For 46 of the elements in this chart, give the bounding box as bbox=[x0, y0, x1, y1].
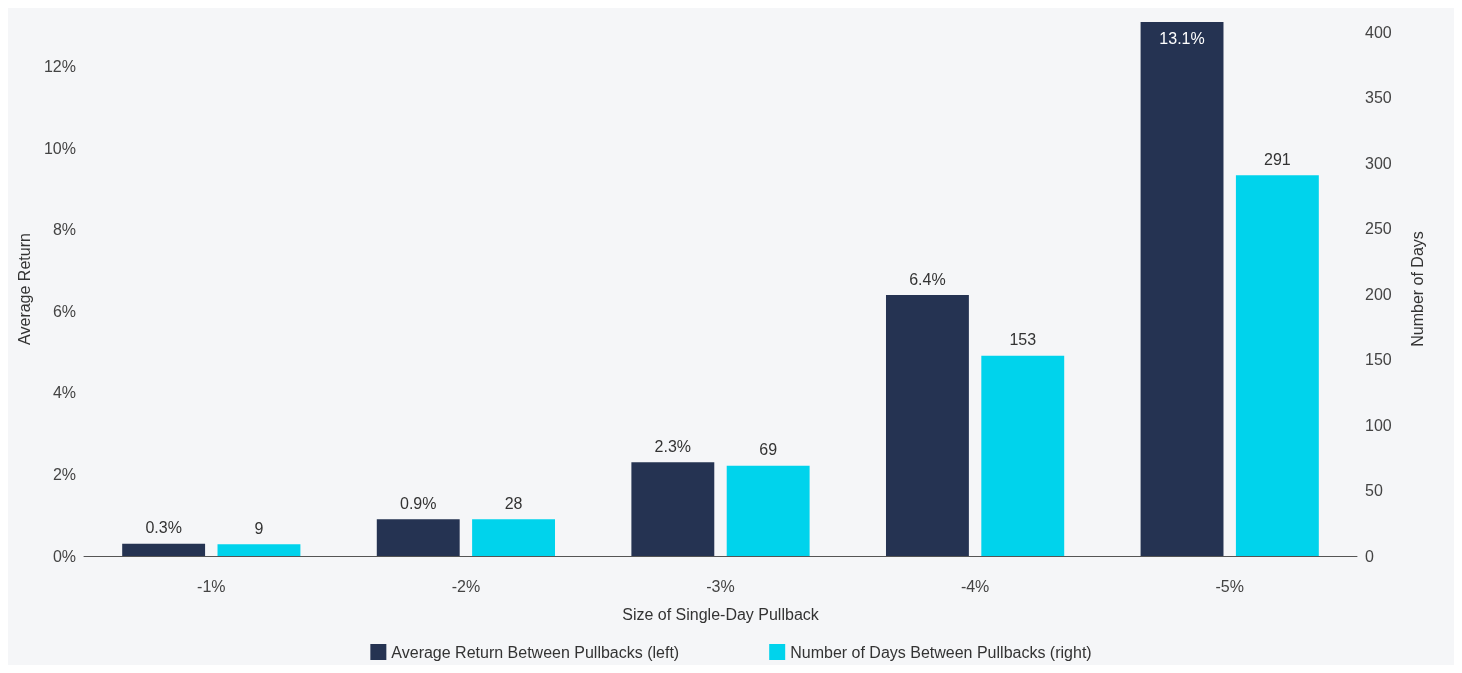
bar bbox=[376, 519, 460, 556]
bar bbox=[885, 295, 969, 556]
bar bbox=[217, 544, 301, 556]
data-label: 13.1% bbox=[1159, 29, 1205, 47]
data-label: 6.4% bbox=[909, 270, 946, 288]
y2-tick-label: 50 bbox=[1365, 482, 1383, 500]
y2-tick-label: 200 bbox=[1365, 285, 1392, 303]
data-label: 0.9% bbox=[400, 494, 437, 512]
y-tick-label: 8% bbox=[52, 221, 76, 239]
data-label: 0.3% bbox=[145, 519, 182, 537]
y2-axis-title: Number of Days bbox=[1408, 231, 1426, 347]
data-label: 69 bbox=[759, 441, 778, 459]
bar bbox=[472, 519, 556, 556]
y2-tick-label: 300 bbox=[1365, 154, 1392, 172]
y-tick-label: 4% bbox=[52, 384, 76, 402]
x-tick-label: -2% bbox=[451, 577, 481, 595]
y-tick-label: 2% bbox=[52, 465, 76, 483]
bar bbox=[1235, 175, 1319, 556]
bar bbox=[122, 543, 206, 556]
bar bbox=[981, 355, 1065, 556]
data-label: 9 bbox=[254, 519, 264, 537]
x-tick-label: -3% bbox=[706, 577, 735, 595]
y2-tick-label: 350 bbox=[1365, 89, 1392, 107]
bar bbox=[1140, 22, 1224, 556]
data-label: 291 bbox=[1264, 150, 1291, 168]
y2-tick-label: 250 bbox=[1365, 220, 1392, 238]
data-label: 2.3% bbox=[654, 437, 692, 455]
bar bbox=[726, 465, 810, 556]
y-axis-title: Average Return bbox=[15, 233, 33, 345]
data-label: 28 bbox=[504, 494, 523, 512]
x-tick-label: -1% bbox=[197, 577, 226, 595]
y-tick-label: 12% bbox=[43, 58, 76, 76]
legend-label: Number of Days Between Pullbacks (right) bbox=[790, 643, 1092, 661]
y-tick-label: 0% bbox=[52, 547, 76, 565]
x-axis-title: Size of Single-Day Pullback bbox=[622, 605, 820, 623]
x-tick-label: -5% bbox=[1215, 577, 1244, 595]
y2-tick-label: 100 bbox=[1365, 416, 1392, 434]
data-label: 153 bbox=[1009, 331, 1037, 349]
y2-tick-label: 150 bbox=[1365, 351, 1392, 369]
y2-tick-label: 400 bbox=[1365, 23, 1392, 41]
x-tick-label: -4% bbox=[960, 577, 990, 595]
y2-tick-label: 0 bbox=[1365, 547, 1374, 565]
y-tick-label: 10% bbox=[43, 139, 76, 157]
bar bbox=[631, 462, 715, 556]
y-tick-label: 6% bbox=[52, 302, 76, 320]
legend-label: Average Return Between Pullbacks (left) bbox=[391, 643, 680, 661]
